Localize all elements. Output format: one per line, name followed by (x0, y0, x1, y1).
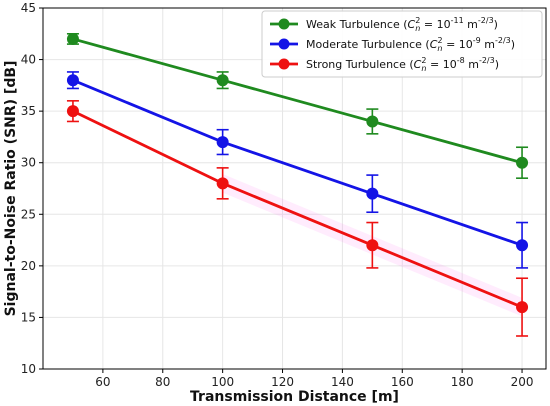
data-point (216, 177, 229, 190)
series-moderate-turbulence (66, 71, 529, 269)
plot-frame (42, 7, 547, 370)
data-point (516, 239, 529, 252)
data-point (516, 156, 529, 169)
series-layer (66, 32, 529, 337)
legend-unit: m (481, 38, 495, 51)
x-axis-label: Transmission Distance [m] (190, 389, 399, 405)
legend-unit-exponent: -2/3 (495, 36, 511, 45)
legend-series-name: Moderate Turbulence ( (306, 38, 430, 51)
legend-box (261, 10, 543, 78)
legend-cn-value: = 10 (420, 18, 450, 31)
y-tick-label: 25 (21, 207, 36, 221)
legend-marker (278, 18, 290, 30)
legend-cn-superscript: 2 (415, 16, 420, 25)
data-point (66, 105, 79, 118)
legend-cn-subscript: n (421, 64, 426, 73)
data-point (366, 115, 379, 128)
x-tick-label: 180 (451, 375, 474, 389)
legend-cn-exponent: -9 (473, 36, 481, 45)
legend-cn-subscript: n (415, 24, 420, 33)
x-tick-label: 140 (331, 375, 354, 389)
data-point (366, 239, 379, 252)
y-tick-label: 15 (21, 310, 36, 324)
y-axis-label: Signal-to-Noise Ratio (SNR) [dB] (3, 61, 19, 317)
data-point (66, 32, 79, 45)
legend-entry-text: Weak Turbulence (Cn2 = 10-11 m-2/3) (306, 16, 498, 33)
x-tick-label: 200 (511, 375, 534, 389)
series-strong-turbulence (66, 100, 529, 337)
data-point (66, 74, 79, 87)
y-tick-label: 35 (21, 104, 36, 118)
legend-cn-value: = 10 (427, 58, 457, 71)
legend-marker (278, 38, 290, 50)
legend-cn-exponent: -11 (451, 16, 464, 25)
y-tick-label: 45 (21, 1, 36, 15)
legend-series-name: Strong Turbulence ( (306, 58, 414, 71)
legend-cn-exponent: -8 (457, 56, 465, 65)
series-line (72, 78, 523, 247)
legend-close-paren: ) (494, 18, 498, 31)
legend-cn-symbol: C (408, 18, 416, 31)
x-tick-label: 100 (211, 375, 234, 389)
y-axis-ticks: 10 15 20 25 30 35 40 45 (21, 1, 43, 376)
legend-cn-symbol: C (430, 38, 438, 51)
data-point (516, 301, 529, 314)
data-point (366, 187, 379, 200)
legend-close-paren: ) (511, 38, 515, 51)
y-tick-label: 10 (21, 362, 36, 376)
legend-unit-exponent: -2/3 (479, 56, 495, 65)
legend-entry-text: Moderate Turbulence (Cn2 = 10-9 m-2/3) (306, 36, 515, 53)
x-axis-ticks: 60 80 100 120 140 160 180 200 (95, 369, 534, 389)
legend-unit: m (464, 18, 478, 31)
legend: Weak Turbulence (Cn2 = 10-11 m-2/3)Moder… (261, 10, 543, 78)
series-line (72, 37, 523, 165)
y-tick-label: 20 (21, 259, 36, 273)
x-tick-label: 60 (95, 375, 110, 389)
x-tick-label: 120 (271, 375, 294, 389)
legend-marker (278, 58, 290, 70)
series-weak-turbulence (66, 32, 529, 179)
data-point (216, 136, 229, 149)
x-tick-label: 160 (391, 375, 414, 389)
legend-close-paren: ) (495, 58, 499, 71)
legend-unit: m (465, 58, 479, 71)
y-tick-label: 40 (21, 53, 36, 67)
x-tick-label: 80 (155, 375, 170, 389)
legend-series-name: Weak Turbulence ( (306, 18, 408, 31)
legend-cn-symbol: C (414, 58, 422, 71)
y-tick-label: 30 (21, 156, 36, 170)
legend-cn-superscript: 2 (437, 36, 442, 45)
data-point (216, 74, 229, 87)
legend-entry-text: Strong Turbulence (Cn2 = 10-8 m-2/3) (306, 56, 499, 73)
legend-cn-subscript: n (437, 44, 442, 53)
legend-cn-superscript: 2 (421, 56, 426, 65)
legend-unit-exponent: -2/3 (478, 16, 494, 25)
series-line (72, 109, 523, 309)
legend-cn-value: = 10 (443, 38, 473, 51)
